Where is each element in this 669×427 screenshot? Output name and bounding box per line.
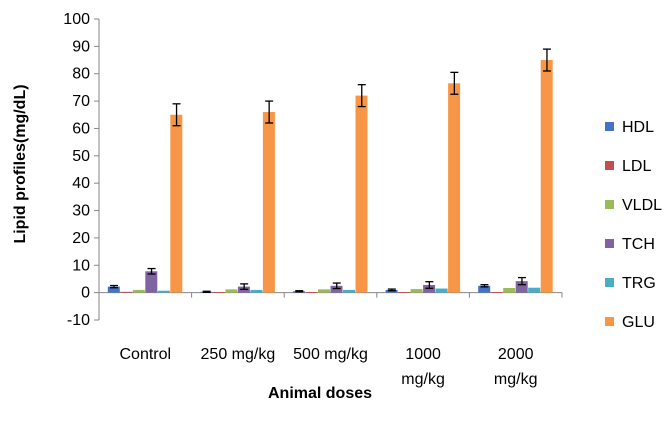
legend-swatch-vldl — [605, 200, 614, 209]
x-category-label: 1000 — [405, 346, 441, 363]
bar-ldl — [398, 292, 411, 293]
y-tick-label: 10 — [72, 257, 90, 274]
bar-glu — [355, 95, 368, 293]
bar-glu — [170, 114, 183, 293]
x-category-label: 250 mg/kg — [201, 346, 276, 363]
x-category-label: 500 mg/kg — [293, 346, 368, 363]
legend-swatch-trg — [605, 278, 614, 287]
y-tick-label: 100 — [63, 11, 90, 28]
bar-vldl — [225, 289, 238, 293]
y-tick-label: 30 — [72, 203, 90, 220]
bar-glu — [448, 83, 461, 293]
y-tick-label: -10 — [67, 312, 90, 329]
bar-tch — [145, 271, 158, 293]
bar-trg — [250, 289, 263, 293]
bar-vldl — [317, 289, 330, 293]
y-tick-label: 50 — [72, 148, 90, 165]
x-category-label: mg/kg — [494, 371, 538, 388]
y-tick-label: 80 — [72, 66, 90, 83]
bar-ldl — [120, 291, 133, 293]
bar-vldl — [132, 289, 145, 293]
y-tick-label: 20 — [72, 230, 90, 247]
bar-vldl — [503, 287, 516, 293]
bar-tch — [330, 285, 343, 293]
y-tick-label: 40 — [72, 175, 90, 192]
x-category-label: Control — [120, 346, 172, 363]
y-tick-label: 0 — [81, 285, 90, 302]
legend-label-hdl: HDL — [622, 119, 654, 136]
bar-ldl — [305, 292, 318, 293]
bar-trg — [528, 287, 541, 293]
legend-label-trg: TRG — [622, 275, 656, 292]
legend-swatch-tch — [605, 239, 614, 248]
legend-label-vldl: VLDL — [622, 197, 662, 214]
x-axis-title: Animal doses — [268, 385, 372, 402]
bar-glu — [540, 60, 553, 293]
legend: HDL LDL VLDL TCH TRG GLU — [605, 119, 662, 331]
legend-swatch-ldl — [605, 161, 614, 170]
legend-label-tch: TCH — [622, 236, 655, 253]
bar-hdl — [478, 285, 491, 293]
bar-trg — [157, 290, 170, 293]
x-category-label: mg/kg — [401, 371, 445, 388]
y-tick-label: 70 — [72, 93, 90, 110]
bar-vldl — [410, 289, 423, 293]
bar-glu — [262, 112, 275, 293]
x-category-label: 2000 — [498, 346, 534, 363]
bar-tch — [515, 281, 528, 293]
bar-trg — [435, 288, 448, 293]
y-axis-title: Lipid profiles(mg/dL) — [12, 84, 29, 243]
bar-ldl — [490, 292, 503, 293]
legend-swatch-glu — [605, 317, 614, 326]
y-tick-label: 90 — [72, 38, 90, 55]
legend-label-glu: GLU — [622, 314, 655, 331]
axes: -10 0 10 20 30 40 50 60 70 80 90 100 Control 250 mg/k… — [63, 11, 563, 388]
bar-hdl — [107, 286, 120, 293]
legend-label-ldl: LDL — [622, 158, 651, 175]
bar-trg — [343, 289, 356, 293]
bar-ldl — [212, 292, 225, 293]
legend-swatch-hdl — [605, 122, 614, 131]
bars — [107, 48, 553, 294]
y-tick-label: 60 — [72, 120, 90, 137]
